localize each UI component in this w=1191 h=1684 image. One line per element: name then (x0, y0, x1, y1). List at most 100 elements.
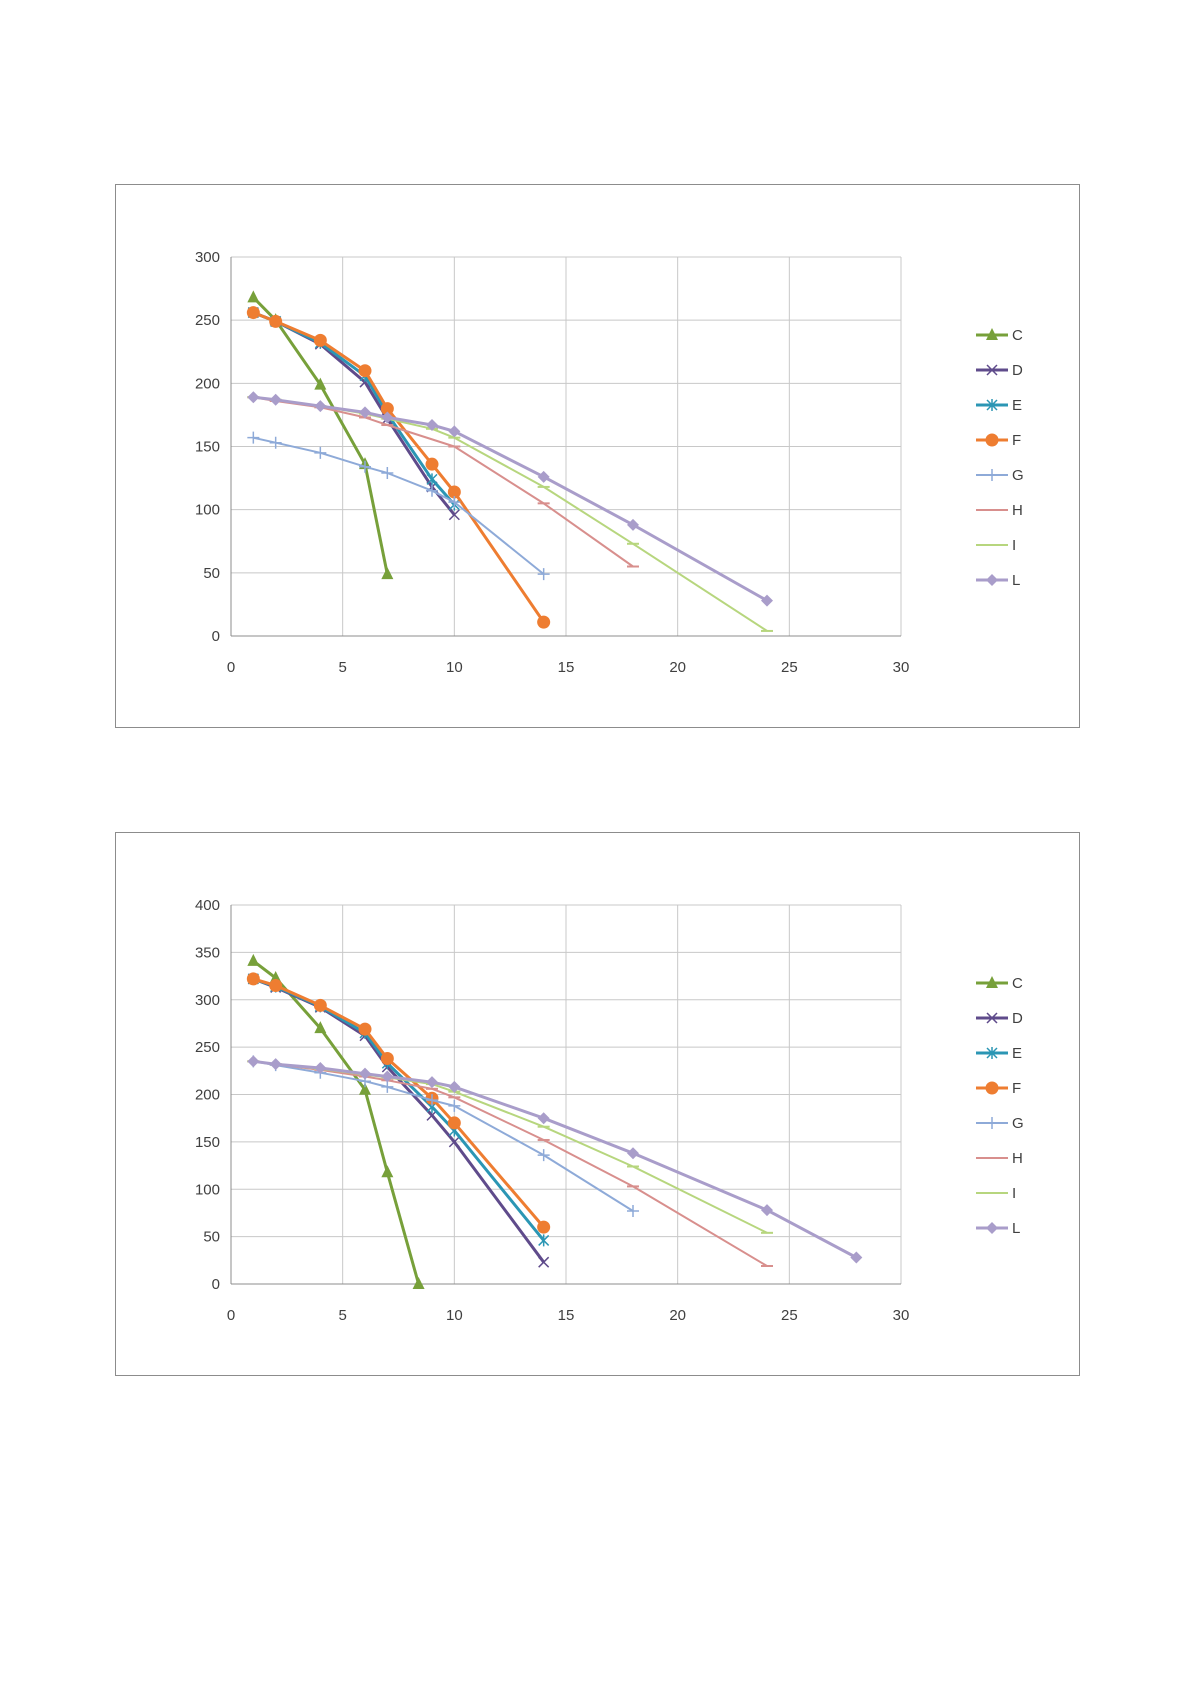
chart-1-legend-label: D (1012, 362, 1023, 379)
chart-2-x-tick-label: 5 (338, 1307, 346, 1324)
chart-1-series-L-point (269, 393, 282, 406)
chart-2-series-F-point (269, 979, 283, 993)
chart-2-series-L-point (269, 1058, 282, 1071)
chart-2-y-tick-label: 350 (195, 944, 220, 961)
chart-1-legend-marker (986, 469, 998, 481)
chart-1-legend-item-C: C (976, 327, 1023, 344)
chart-2-series-D-line (252, 977, 545, 1264)
chart-1-legend-item-F: F (976, 432, 1021, 449)
chart-2-series-G-point (537, 1149, 550, 1162)
chart-2-series-F (246, 972, 551, 1234)
chart-1-series-L (247, 391, 773, 607)
chart-1-series-F-point (269, 314, 283, 328)
chart-1-series-F-point (313, 333, 327, 347)
chart-2-series-G-point (381, 1080, 394, 1093)
chart-1-series-G-point (359, 460, 371, 473)
chart-2-series-C-point (314, 1021, 327, 1034)
chart-1-series-C-point (247, 290, 260, 303)
chart-1-legend-item-D: D (976, 362, 1023, 379)
chart-1-legend-marker (986, 328, 998, 340)
chart-1-series-L-point (448, 425, 461, 438)
chart-1-series-L-point (426, 419, 438, 432)
chart-2-legend-marker (986, 1047, 998, 1059)
chart-1-x-tick-label: 30 (893, 659, 910, 676)
chart-2-series-G-point (448, 1099, 461, 1112)
chart-2-legend-label: H (1012, 1150, 1023, 1167)
chart-1-x-tick-label: 20 (669, 659, 686, 676)
chart-1-legend-marker (986, 574, 998, 586)
chart-2-series-E-point (538, 1234, 550, 1247)
chart-1-series-G (247, 431, 550, 581)
chart-2-legend-marker (986, 976, 998, 988)
chart-2-series-E (247, 972, 550, 1247)
chart-1-series-D-line (252, 311, 456, 516)
chart-1-series-F-line (252, 311, 545, 623)
chart-2-x-tick-label: 0 (227, 1307, 235, 1324)
chart-1-series-F-point (246, 306, 260, 320)
chart-1-series-L-point (761, 594, 773, 607)
chart-1-y-tick-label: 0 (212, 628, 220, 645)
chart-2-legend-item-D: D (976, 1010, 1023, 1027)
chart-1-series-F-point (425, 457, 439, 471)
chart-1-x-tick-label: 0 (227, 659, 235, 676)
chart-1-series-L-point (627, 518, 639, 531)
chart-1-y-tick-label: 250 (195, 312, 220, 329)
chart-2-series-L-point (359, 1067, 371, 1080)
chart-2-legend-label: D (1012, 1010, 1023, 1027)
chart-1-svg: 0 50 100 150 200 250 300 0 5 10 15 20 25 30 C D E F G H I L (195, 249, 1024, 676)
chart-2-series-L-point (448, 1080, 461, 1093)
chart-2-series-L-point (426, 1076, 438, 1089)
chart-1-series-D (247, 307, 460, 521)
chart-1-y-tick-label: 200 (195, 375, 220, 392)
chart-1-y-tick-label: 50 (203, 565, 220, 582)
chart-1-series-L-point (537, 470, 550, 483)
chart-1-legend-label: I (1012, 537, 1016, 554)
chart-1-series-H (247, 396, 639, 568)
chart-1-legend-label: C (1012, 327, 1023, 344)
chart-1-series-G-point (537, 568, 550, 581)
chart-1-series-L-point (314, 400, 327, 413)
chart-1-legend-item-E: E (976, 397, 1022, 414)
chart-2-legend-item-H: H (976, 1150, 1023, 1167)
chart-1-legend-marker (986, 364, 998, 376)
chart-1-series-F (246, 306, 551, 629)
chart-2-legend-label: C (1012, 975, 1023, 992)
chart-2-legend-item-E: E (976, 1045, 1022, 1062)
chart-1-legend-label: E (1012, 397, 1022, 414)
chart-2-legend: C D E F G H I L (976, 975, 1024, 1237)
chart-1-y-tick-label: 100 (195, 502, 220, 519)
chart-2-svg: 0 50 100 150 200 250 300 350 400 0 5 10 15 20 25 30 C D E F… (195, 897, 1024, 1324)
chart-2-series-L-point (314, 1061, 327, 1074)
chart-1-series-G-point (314, 446, 327, 459)
chart-1-series-I (247, 396, 773, 632)
chart-1-series-E-point (426, 473, 438, 486)
chart-1-x-tick-label: 15 (558, 659, 575, 676)
chart-2-series-L-point (761, 1204, 773, 1217)
chart-2-x-tick-label: 25 (781, 1307, 798, 1324)
chart-2-series-D-point (538, 1256, 550, 1268)
chart-2-y-tick-label: 300 (195, 992, 220, 1009)
chart-2-legend-label: F (1012, 1080, 1021, 1097)
chart-2-series-C-point (412, 1277, 425, 1289)
chart-2-legend-label: L (1012, 1220, 1020, 1237)
chart-1-series-C (247, 290, 394, 580)
chart-1-series-C-point (314, 377, 327, 390)
chart-2-series-L-point (247, 1055, 260, 1068)
chart-1-series-F-point (358, 364, 372, 378)
chart-2-series-G (247, 1055, 639, 1218)
chart-2-y-tick-label: 0 (212, 1276, 220, 1293)
chart-1-gridlines (231, 256, 902, 637)
chart-2-series-L-point (627, 1147, 639, 1160)
chart-1-legend-item-L: L (976, 572, 1020, 589)
chart-2-series-F-point (447, 1116, 461, 1130)
chart-2-legend-item-I: I (976, 1185, 1016, 1202)
chart-1-legend-marker (986, 399, 998, 411)
chart-2-series-C-line (252, 959, 421, 1285)
chart-2-series-D-point (448, 1136, 460, 1148)
chart-2-x-tick-label: 20 (669, 1307, 686, 1324)
chart-2-legend-marker (986, 1012, 998, 1024)
chart-2-legend-label: E (1012, 1045, 1022, 1062)
chart-2-series-H-line (253, 1060, 768, 1267)
chart-1-legend-item-I: I (976, 537, 1016, 554)
chart-1-series-F-point (447, 485, 461, 499)
